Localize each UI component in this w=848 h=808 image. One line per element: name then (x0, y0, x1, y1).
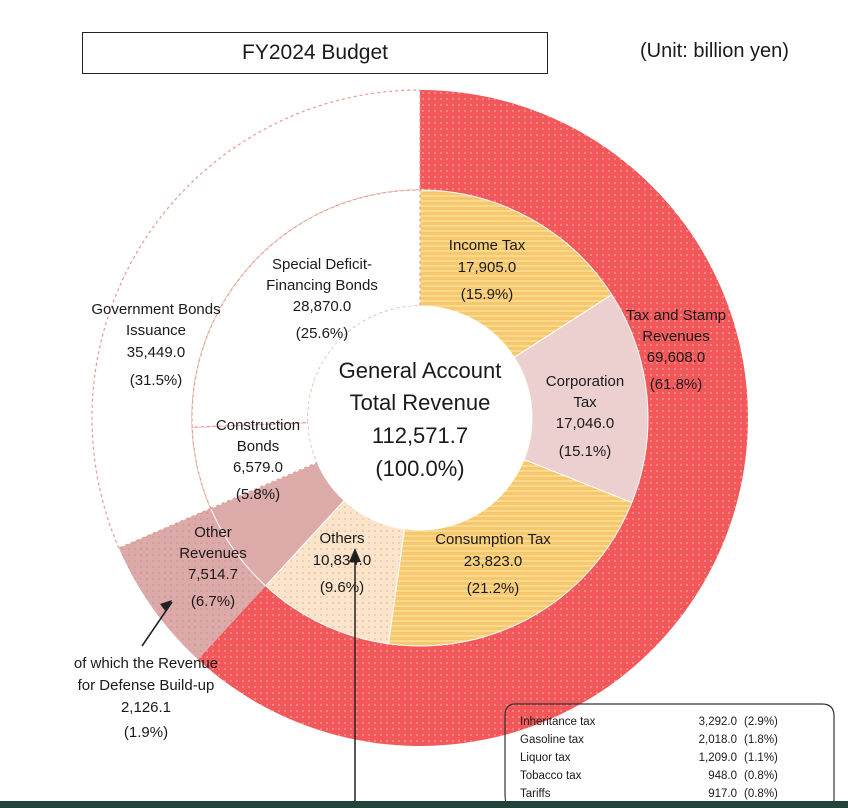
breakdown-name-1: Gasoline tax (520, 734, 584, 746)
unit-label: (Unit: billion yen) (640, 40, 789, 62)
label-special-deficit-name2: Financing Bonds (266, 277, 378, 294)
inner-slice-special-deficit-financing-bonds (191, 189, 421, 428)
breakdown-value-4: 917.0 (708, 788, 737, 800)
label-others-name: Others (319, 530, 364, 547)
label-corporation-tax-name1: Corporation (546, 373, 624, 390)
inner-ring (191, 189, 649, 647)
label-income-tax-pct: (15.9%) (461, 286, 514, 303)
label-corporation-tax-pct: (15.1%) (559, 443, 612, 460)
label-defense-value: 2,126.1 (121, 699, 171, 716)
inner-slice-construction-bonds (191, 421, 318, 510)
center-line1: General Account (339, 358, 502, 383)
label-defense-line1: of which the Revenue (74, 655, 218, 672)
breakdown-pct-0: (2.9%) (744, 716, 778, 728)
label-corporation-tax-name2: Tax (573, 394, 597, 411)
bottom-bar (0, 801, 848, 808)
label-income-tax-name: Income Tax (449, 237, 526, 254)
label-consumption-tax-pct: (21.2%) (467, 580, 520, 597)
label-construction-bonds-name2: Bonds (237, 438, 280, 455)
outer-slice-other-revenues (118, 508, 266, 660)
breakdown-value-0: 3,292.0 (699, 716, 737, 728)
label-special-deficit-value: 28,870.0 (293, 298, 351, 315)
breakdown-pct-2: (1.1%) (744, 752, 778, 764)
label-other-revenues-value: 7,514.7 (188, 566, 238, 583)
label-special-deficit-pct: (25.6%) (296, 325, 349, 342)
breakdown-name-4: Tariffs (520, 788, 551, 800)
label-income-tax-value: 17,905.0 (458, 259, 516, 276)
label-others-pct: (9.6%) (320, 579, 364, 596)
label-tax-stamp-pct: (61.8%) (650, 376, 703, 393)
breakdown-value-3: 948.0 (708, 770, 737, 782)
breakdown-pct-3: (0.8%) (744, 770, 778, 782)
label-construction-bonds-value: 6,579.0 (233, 459, 283, 476)
label-gov-bonds-name1: Government Bonds (91, 301, 220, 318)
label-consumption-tax-value: 23,823.0 (464, 553, 522, 570)
label-construction-bonds-pct: (5.8%) (236, 486, 280, 503)
outer-slice-tax-and-stamp-revenues (197, 90, 749, 746)
label-consumption-tax-name: Consumption Tax (435, 531, 551, 548)
label-gov-bonds-value: 35,449.0 (127, 344, 185, 361)
label-defense-line2: for Defense Build-up (78, 677, 215, 694)
defense-arrow-head (160, 600, 172, 612)
label-others-value: 10,834.0 (313, 552, 371, 569)
chart-title: FY2024 Budget (82, 32, 548, 74)
others-arrow-head (349, 548, 361, 562)
label-corporation-tax-value: 17,046.0 (556, 415, 614, 432)
label-gov-bonds-pct: (31.5%) (130, 372, 183, 389)
breakdown-value-2: 1,209.0 (699, 752, 737, 764)
others-breakdown-table: Inheritance tax 3,292.0 (2.9%) Gasoline … (520, 716, 778, 800)
breakdown-name-3: Tobacco tax (520, 770, 582, 782)
breakdown-value-1: 2,018.0 (699, 734, 737, 746)
label-construction-bonds-name1: Construction (216, 417, 300, 434)
inner-slice-consumption-tax (387, 458, 633, 647)
label-special-deficit-name1: Special Deficit- (272, 256, 372, 273)
center-value: 112,571.7 (372, 423, 468, 448)
label-other-revenues-name2: Revenues (179, 545, 247, 562)
center-pct: (100.0%) (375, 456, 464, 481)
breakdown-pct-1: (1.8%) (744, 734, 778, 746)
breakdown-pct-4: (0.8%) (744, 788, 778, 800)
label-other-revenues-pct: (6.7%) (191, 593, 235, 610)
breakdown-name-0: Inheritance tax (520, 716, 596, 728)
label-gov-bonds-name2: Issuance (126, 322, 186, 339)
outer-ring (91, 89, 749, 746)
center-line2: Total Revenue (350, 390, 491, 415)
center-hole (308, 306, 532, 530)
label-tax-stamp-name1: Tax and Stamp (626, 307, 726, 324)
breakdown-name-2: Liquor tax (520, 752, 571, 764)
label-other-revenues-name1: Other (194, 524, 232, 541)
label-tax-stamp-value: 69,608.0 (647, 349, 705, 366)
label-tax-stamp-name2: Revenues (642, 328, 710, 345)
label-defense-pct: (1.9%) (124, 724, 168, 741)
